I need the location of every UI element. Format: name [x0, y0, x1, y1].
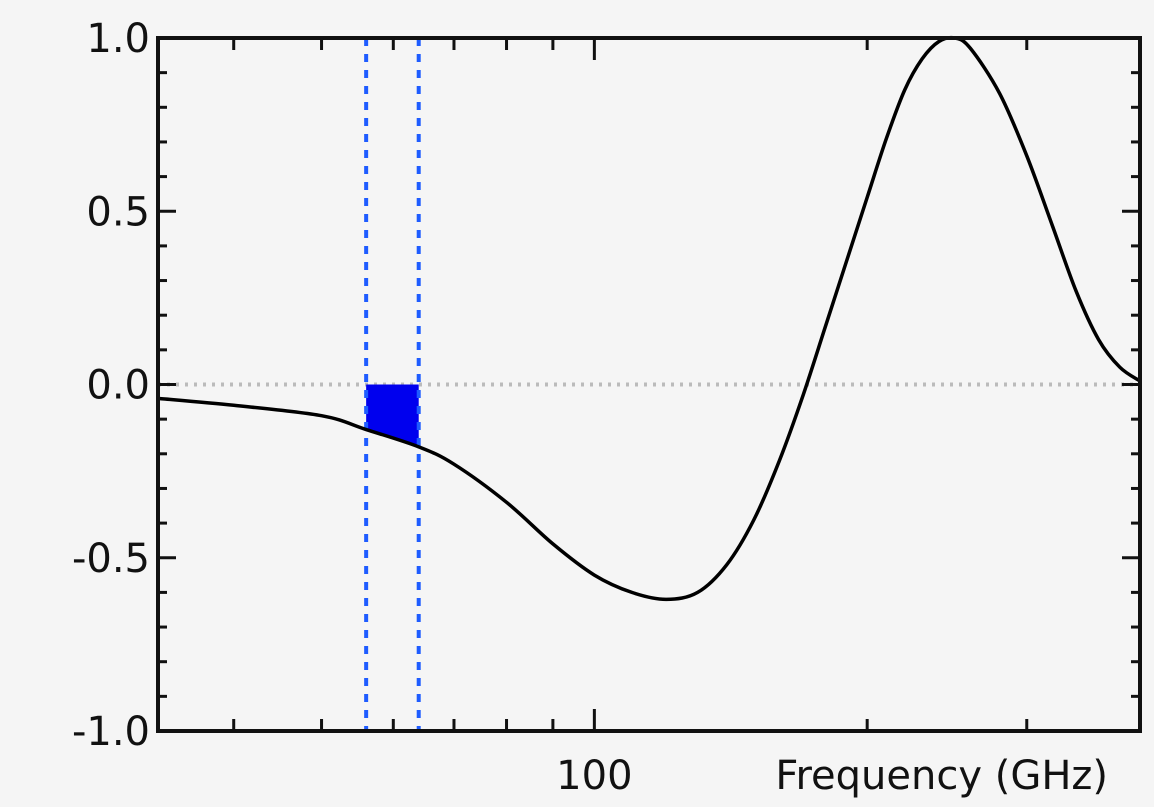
curve-group	[157, 35, 1141, 602]
y-tick-label: -1.0	[72, 709, 150, 755]
filled-band-area	[366, 384, 419, 447]
y-tick-label: 0.0	[86, 363, 150, 409]
y-tick-label: -0.5	[72, 536, 150, 582]
y-tick-label: 0.5	[86, 189, 150, 235]
ticks-group	[158, 36, 1142, 733]
x-axis-title: Frequency (GHz)	[775, 753, 1108, 799]
series-curve	[157, 35, 1141, 602]
plot-frame	[156, 36, 1142, 733]
frequency-band-group	[364, 38, 421, 731]
y-tick-label: 1.0	[86, 16, 150, 62]
tick-labels-group: 1.0 0.5 0.0 -0.5 -1.0 100	[72, 16, 633, 799]
x-tick-label: 100	[556, 753, 632, 799]
plot-frame-group	[156, 36, 1142, 733]
